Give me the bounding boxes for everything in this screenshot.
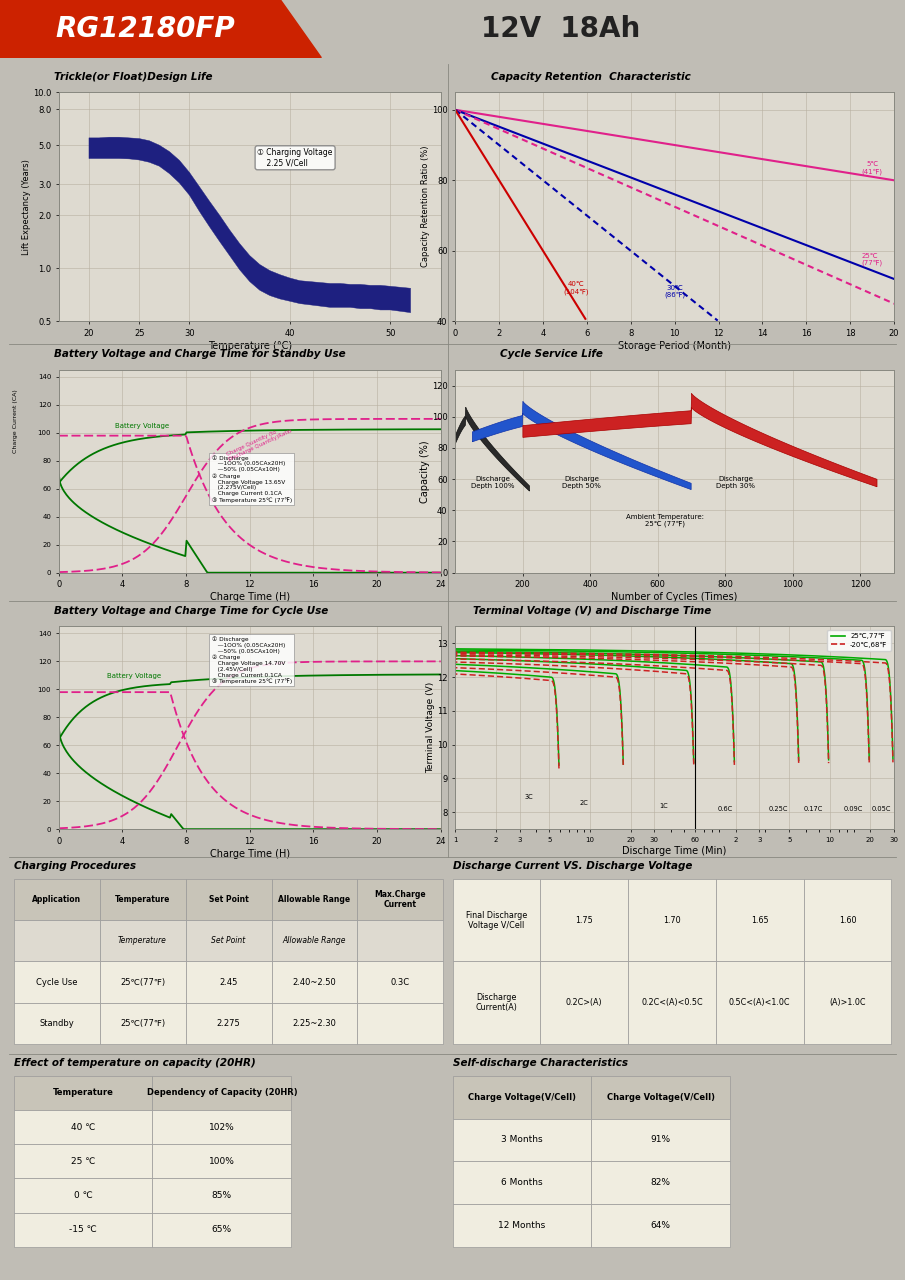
Text: 0.25C: 0.25C (768, 806, 788, 813)
Text: Discharge Current VS. Discharge Voltage: Discharge Current VS. Discharge Voltage (452, 861, 692, 872)
Text: Battery Voltage: Battery Voltage (107, 673, 161, 680)
Text: Effect of temperature on capacity (20HR): Effect of temperature on capacity (20HR) (14, 1059, 255, 1068)
Text: Battery Voltage and Charge Time for Cycle Use: Battery Voltage and Charge Time for Cycl… (54, 605, 329, 616)
Text: Discharge
Depth 50%: Discharge Depth 50% (562, 476, 601, 489)
Polygon shape (523, 393, 877, 486)
Text: 25℃
(77℉): 25℃ (77℉) (862, 252, 882, 266)
Text: Self-discharge Characteristics: Self-discharge Characteristics (452, 1059, 627, 1068)
X-axis label: Discharge Time (Min): Discharge Time (Min) (623, 846, 727, 855)
Text: Discharge
Depth 30%: Discharge Depth 30% (716, 476, 755, 489)
X-axis label: Charge Time (H): Charge Time (H) (210, 593, 290, 602)
Text: Battery Voltage: Battery Voltage (115, 424, 168, 429)
Text: Capacity Retention  Characteristic: Capacity Retention Characteristic (491, 72, 691, 82)
Polygon shape (89, 137, 411, 312)
Text: 40℃
(104℉): 40℃ (104℉) (563, 282, 588, 294)
Text: 0.09C: 0.09C (843, 806, 863, 813)
Y-axis label: Capacity (%): Capacity (%) (421, 440, 431, 503)
Text: 1C: 1C (659, 803, 668, 809)
Text: Ambient Temperature:
25℃ (77℉): Ambient Temperature: 25℃ (77℉) (625, 513, 703, 527)
Y-axis label: Terminal Voltage (V): Terminal Voltage (V) (426, 682, 435, 773)
Y-axis label: Lift Expectancy (Years): Lift Expectancy (Years) (23, 159, 32, 255)
Polygon shape (455, 407, 529, 492)
Text: ① Discharge
   —1OO% (0.05CAx20H)
   —50% (0.05CAx10H)
② Charge
   Charge Voltag: ① Discharge —1OO% (0.05CAx20H) —50% (0.0… (212, 456, 291, 503)
Text: Charge Current (CA): Charge Current (CA) (13, 389, 18, 453)
Text: 3C: 3C (524, 795, 533, 800)
Polygon shape (0, 0, 321, 58)
Text: Trickle(or Float)Design Life: Trickle(or Float)Design Life (54, 72, 213, 82)
Text: 0.17C: 0.17C (804, 806, 823, 813)
Text: 5℃
(41℉): 5℃ (41℉) (862, 161, 882, 175)
Text: Charge Quantity (to
Discharge Quantity)Ratio: Charge Quantity (to Discharge Quantity)R… (226, 422, 293, 462)
Text: ① Discharge
   —1OO% (0.05CAx20H)
   —50% (0.05CAx10H)
② Charge
   Charge Voltag: ① Discharge —1OO% (0.05CAx20H) —50% (0.0… (212, 636, 291, 685)
Text: 12V  18Ah: 12V 18Ah (481, 15, 641, 42)
Text: Battery Voltage and Charge Time for Standby Use: Battery Voltage and Charge Time for Stan… (54, 349, 346, 360)
Text: RG12180FP: RG12180FP (55, 15, 234, 42)
Text: 0.05C: 0.05C (872, 806, 891, 813)
X-axis label: Storage Period (Month): Storage Period (Month) (618, 340, 731, 351)
Text: Discharge
Depth 100%: Discharge Depth 100% (471, 476, 514, 489)
Text: Charging Procedures: Charging Procedures (14, 861, 136, 872)
X-axis label: Number of Cycles (Times): Number of Cycles (Times) (612, 593, 738, 602)
Legend: 25℃,77℉, -20℃,68℉: 25℃,77℉, -20℃,68℉ (827, 630, 891, 652)
Text: ① Charging Voltage
    2.25 V/Cell: ① Charging Voltage 2.25 V/Cell (257, 148, 333, 168)
Text: 0.6C: 0.6C (718, 806, 732, 813)
Polygon shape (472, 402, 691, 489)
Text: 30℃
(86℉): 30℃ (86℉) (664, 284, 685, 298)
X-axis label: Temperature (°C): Temperature (°C) (208, 340, 291, 351)
Text: Cycle Service Life: Cycle Service Life (500, 349, 604, 360)
X-axis label: Charge Time (H): Charge Time (H) (210, 849, 290, 859)
Text: Terminal Voltage (V) and Discharge Time: Terminal Voltage (V) and Discharge Time (473, 605, 711, 616)
Text: 2C: 2C (579, 800, 588, 805)
Y-axis label: Capacity Retention Ratio (%): Capacity Retention Ratio (%) (422, 146, 431, 268)
